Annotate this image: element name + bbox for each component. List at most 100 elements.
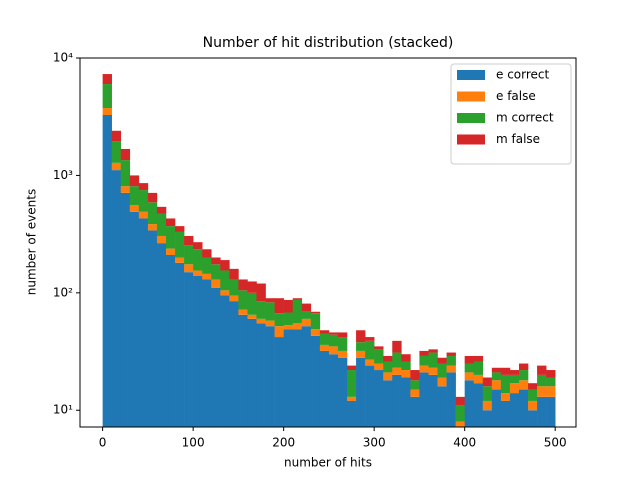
bar-segment <box>229 268 239 280</box>
bar-segment <box>365 359 375 366</box>
bar-segment <box>392 367 402 375</box>
bar-segment <box>518 380 529 390</box>
bar-segment <box>500 374 511 394</box>
bar-segment <box>365 340 375 360</box>
bar-segment <box>518 389 529 427</box>
bar-segment <box>437 386 447 427</box>
bar-segment <box>184 235 194 246</box>
y-tick-label: 10² <box>53 285 73 299</box>
bar-segment <box>165 218 176 227</box>
bar-segment <box>165 248 176 255</box>
bar-segment <box>193 249 203 271</box>
bar-segment <box>138 218 149 427</box>
bar-segment <box>537 386 547 397</box>
bar-segment <box>129 186 140 205</box>
bar-segment <box>256 323 266 427</box>
bar-segment <box>256 318 266 324</box>
bar-segment <box>111 170 122 427</box>
bar-segment <box>392 374 402 427</box>
bar-segment <box>446 352 456 356</box>
bar-segment <box>473 361 484 375</box>
bar-segment <box>337 337 348 351</box>
legend-swatch <box>457 113 485 123</box>
bar-segment <box>147 230 158 427</box>
bar-segment <box>528 400 538 411</box>
bar-segment <box>518 370 529 381</box>
bar-segment <box>410 389 420 397</box>
bar-segment <box>482 377 493 387</box>
bar-segment <box>301 311 312 319</box>
bar-segment <box>120 160 131 187</box>
bar-segment <box>491 372 502 381</box>
bar-segment <box>473 374 484 384</box>
bar-segment <box>274 326 284 338</box>
bar-segment <box>473 383 484 427</box>
bar-segment <box>211 279 221 288</box>
bar-segment <box>546 396 556 427</box>
bar-segment <box>383 372 393 381</box>
bar-segment <box>256 301 266 319</box>
bar-segment <box>265 298 275 303</box>
bar-segment <box>120 148 131 161</box>
bar-segment <box>129 211 140 427</box>
chart-title: Number of hit distribution (stacked) <box>203 35 454 51</box>
bar-segment <box>509 374 520 384</box>
x-tick-label: 500 <box>544 436 567 450</box>
y-tick-label: 10³ <box>53 168 73 182</box>
bar-segment <box>211 264 221 280</box>
bar-segment <box>419 350 429 356</box>
legend-label: e false <box>496 89 536 103</box>
bar-segment <box>464 363 475 373</box>
bar-segment <box>328 332 339 335</box>
x-tick-label: 0 <box>99 436 107 450</box>
bar-segment <box>292 298 303 300</box>
bar-segment <box>491 389 502 427</box>
bar-segment <box>202 279 212 427</box>
bar-segment <box>419 355 429 366</box>
bar-segment <box>301 326 312 427</box>
bar-segment <box>482 400 493 411</box>
bar-segment <box>202 257 212 274</box>
bar-segment <box>211 257 221 265</box>
bar-segment <box>156 235 167 244</box>
bar-segment <box>184 264 194 273</box>
bar-segment <box>537 365 547 375</box>
bar-segment <box>347 370 357 397</box>
bar-segment <box>500 393 511 401</box>
bar-segment <box>175 231 185 258</box>
bar-segment <box>193 270 203 276</box>
bar-segment <box>129 204 140 212</box>
axes-frame <box>79 57 577 428</box>
bar-segment <box>428 374 438 427</box>
bar-segment <box>238 309 248 315</box>
bar-segment <box>319 330 330 334</box>
bar-segment <box>500 367 511 375</box>
plot-area <box>102 74 556 427</box>
bar-segment <box>211 287 221 427</box>
bar-segment <box>138 211 149 219</box>
bar-segment <box>247 281 257 293</box>
bar-segment <box>446 365 456 373</box>
bar-segment <box>337 350 348 358</box>
y-tick-label: 10⁴ <box>53 51 73 65</box>
bar-segment <box>202 249 212 258</box>
y-tick-label: 10¹ <box>53 403 73 417</box>
bar-segment <box>546 386 556 397</box>
bar-segment <box>193 275 203 427</box>
bar-segment <box>347 400 357 427</box>
bar-segment <box>193 242 203 250</box>
bar-segment <box>292 299 303 324</box>
bar-segment <box>401 377 411 427</box>
bar-segment <box>283 329 294 427</box>
bar-segment <box>546 377 556 387</box>
bar-segment <box>283 299 294 313</box>
bar-segment <box>509 393 520 427</box>
bar-segment <box>347 365 357 371</box>
bar-segment <box>518 363 529 371</box>
bar-segment <box>319 344 330 351</box>
legend-swatch <box>457 91 485 102</box>
bar-segment <box>383 361 393 373</box>
bar-segment <box>301 303 312 312</box>
bar-segment <box>319 350 330 427</box>
bar-segment <box>319 333 330 345</box>
